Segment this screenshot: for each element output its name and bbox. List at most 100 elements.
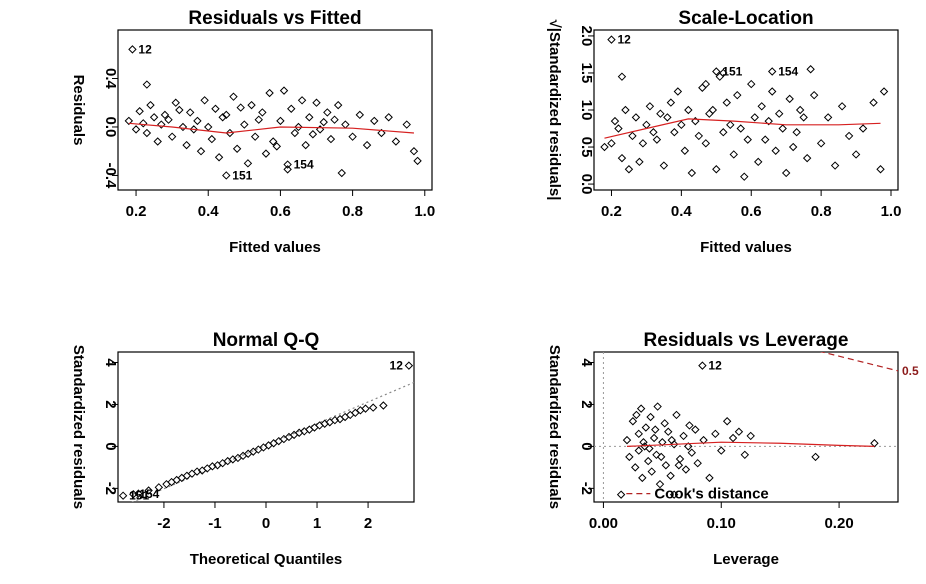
x-axis-label: Theoretical Quantiles xyxy=(190,551,343,568)
data-point xyxy=(632,410,641,420)
data-point xyxy=(279,86,289,95)
data-point xyxy=(185,108,195,117)
y-axis-label: Residuals xyxy=(70,75,87,146)
data-point xyxy=(391,137,401,146)
data-point xyxy=(294,122,303,132)
data-point xyxy=(802,153,812,163)
data-point xyxy=(337,168,346,178)
outlier-point xyxy=(607,35,616,44)
data-point xyxy=(708,105,718,115)
data-point xyxy=(610,116,620,126)
data-point xyxy=(134,489,143,498)
data-point xyxy=(699,435,708,445)
data-point xyxy=(823,113,833,122)
data-point xyxy=(750,113,759,122)
data-point xyxy=(687,168,697,178)
y-tick-label: 1.0 xyxy=(578,100,595,121)
data-point xyxy=(726,120,735,130)
x-tick-label: 0.10 xyxy=(707,515,736,532)
data-point xyxy=(222,110,231,120)
data-point xyxy=(149,113,159,122)
data-point xyxy=(236,103,245,112)
data-point xyxy=(816,139,826,148)
data-point xyxy=(276,116,285,126)
data-point xyxy=(771,146,780,155)
data-point xyxy=(323,108,332,117)
data-point xyxy=(653,402,662,411)
x-tick-label: 0.6 xyxy=(270,203,291,220)
data-point xyxy=(144,486,153,495)
x-tick-label: 2 xyxy=(364,515,372,532)
outlier-point xyxy=(128,45,137,54)
data-point xyxy=(641,423,651,432)
data-point xyxy=(247,100,256,110)
data-point xyxy=(175,105,184,115)
data-point xyxy=(754,157,763,167)
smoother-line xyxy=(626,441,875,448)
data-point xyxy=(272,142,282,151)
data-point xyxy=(200,96,209,105)
y-axis-label: Standardized residuals xyxy=(546,345,563,509)
data-point xyxy=(705,109,714,118)
data-point xyxy=(788,142,798,152)
data-point xyxy=(669,490,679,499)
data-point xyxy=(621,105,630,115)
data-point xyxy=(409,147,419,156)
data-point xyxy=(616,490,626,499)
data-point xyxy=(638,473,647,483)
data-point xyxy=(646,412,655,422)
data-point xyxy=(719,68,728,78)
data-point xyxy=(377,128,386,138)
legend-text: Cook's distance xyxy=(654,486,768,503)
data-point xyxy=(355,110,365,120)
data-point xyxy=(661,461,671,470)
x-tick-label: -2 xyxy=(157,515,170,532)
y-axis-label: Standardized residuals xyxy=(70,345,87,509)
y-tick-label: 2 xyxy=(102,400,119,408)
data-point xyxy=(326,134,336,144)
y-tick-label: -2 xyxy=(578,482,595,495)
data-point xyxy=(312,98,321,107)
outlier-label: 12 xyxy=(617,33,631,47)
x-tick-label: 0.20 xyxy=(824,515,853,532)
data-point xyxy=(297,96,307,105)
data-point xyxy=(757,102,766,111)
data-point xyxy=(142,128,152,138)
data-point xyxy=(795,105,805,115)
data-point xyxy=(734,427,744,436)
outlier-point xyxy=(118,491,128,500)
data-point xyxy=(672,410,681,420)
data-point xyxy=(240,120,249,129)
data-point xyxy=(254,115,263,124)
data-point xyxy=(664,427,673,436)
x-tick-label: 0.4 xyxy=(198,203,220,220)
data-point xyxy=(617,72,627,81)
data-point xyxy=(687,448,697,457)
data-point xyxy=(870,439,879,448)
plot-frame xyxy=(593,351,899,503)
outlier-label: 154 xyxy=(294,158,314,172)
data-point xyxy=(740,450,750,460)
data-point xyxy=(268,137,278,146)
data-point xyxy=(362,140,372,150)
data-point xyxy=(806,65,815,74)
data-point xyxy=(811,452,820,462)
data-point xyxy=(370,116,379,126)
data-point xyxy=(728,433,738,443)
smoother-line xyxy=(128,122,415,134)
data-point xyxy=(600,142,609,152)
data-point xyxy=(214,153,224,162)
y-tick-label: 2.0 xyxy=(578,25,595,46)
data-point xyxy=(851,150,861,159)
data-point xyxy=(261,149,271,158)
y-tick-label: 0.5 xyxy=(578,137,595,158)
cooks-distance-label: 0.5 xyxy=(902,364,919,378)
x-tick-label: 0.6 xyxy=(741,203,762,220)
data-point xyxy=(624,165,634,174)
data-point xyxy=(319,117,328,127)
data-point xyxy=(674,461,684,470)
y-tick-label: 4 xyxy=(102,358,119,367)
data-point xyxy=(146,100,155,110)
x-tick-label: 0.8 xyxy=(811,203,832,220)
data-point xyxy=(229,92,238,101)
